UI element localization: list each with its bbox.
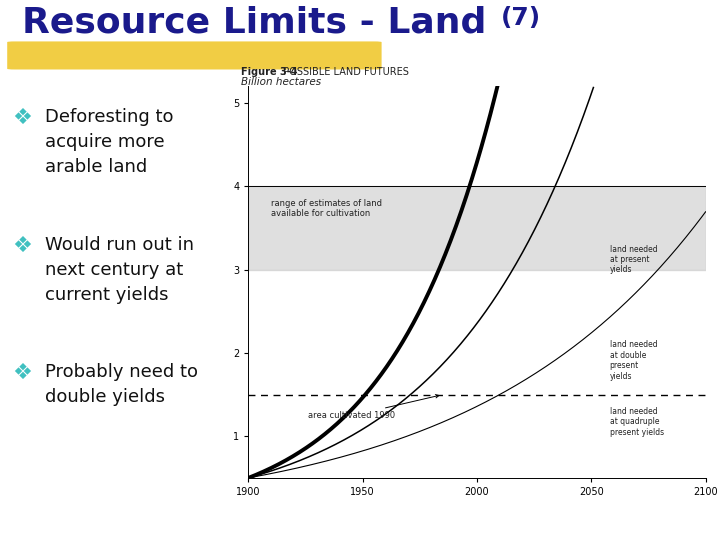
Bar: [248, 186, 706, 269]
Text: (7): (7): [500, 5, 541, 30]
Text: Deforesting to
acquire more
arable land: Deforesting to acquire more arable land: [45, 109, 174, 177]
FancyBboxPatch shape: [7, 42, 382, 70]
Text: Billion hectares: Billion hectares: [241, 77, 321, 87]
Text: Figure 3-4: Figure 3-4: [241, 66, 297, 77]
Text: ❖: ❖: [12, 109, 32, 129]
Text: land needed
at double
present
yields: land needed at double present yields: [610, 340, 657, 381]
Text: POSSIBLE LAND FUTURES: POSSIBLE LAND FUTURES: [277, 66, 409, 77]
Text: Resource Limits - Land: Resource Limits - Land: [22, 5, 498, 39]
Text: ❖: ❖: [12, 363, 32, 383]
Text: ❖: ❖: [12, 235, 32, 255]
Text: Would run out in
next century at
current yields: Would run out in next century at current…: [45, 235, 194, 303]
Text: Probably need to
double yields: Probably need to double yields: [45, 363, 198, 406]
Text: land needed
at present
yields: land needed at present yields: [610, 245, 657, 274]
Text: area cultivated 1990: area cultivated 1990: [308, 395, 439, 420]
Text: range of estimates of land
available for cultivation: range of estimates of land available for…: [271, 199, 382, 218]
Text: land needed
at quadruple
present yields: land needed at quadruple present yields: [610, 407, 664, 437]
